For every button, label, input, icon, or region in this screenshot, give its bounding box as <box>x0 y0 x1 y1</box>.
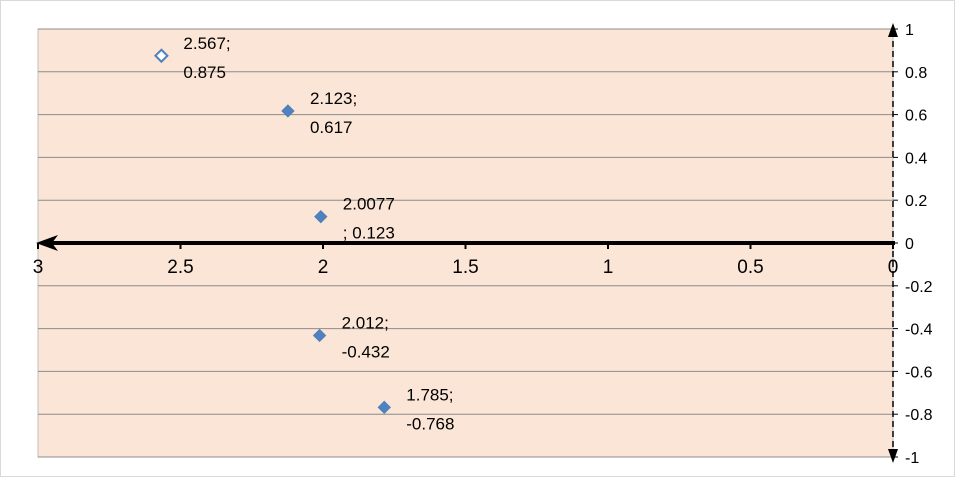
x-tick-label: 0 <box>888 257 899 278</box>
y-tick-label: 0.2 <box>905 193 927 210</box>
y-tick-label: 0.6 <box>905 108 927 125</box>
data-labels: 2.567; 0.875 2.123; 0.617 2.0077 ; 0.123 2.012… <box>183 34 454 434</box>
y-tick-label: 0 <box>905 236 914 253</box>
data-label: 2.012; <box>342 313 389 332</box>
y-tick-label: -0.4 <box>905 322 933 339</box>
data-point-marker <box>312 328 327 343</box>
y-tick-label: -0.8 <box>905 407 933 424</box>
x-tick-label: 2.5 <box>167 257 193 278</box>
x-tick-labels: 3 2.5 2 1.5 1 0.5 0 <box>33 257 899 278</box>
y-axis-arrow-down-icon <box>888 449 898 463</box>
data-point-marker <box>281 104 295 118</box>
x-axis-arrow-left-icon <box>36 235 58 251</box>
y-tick-label: -0.2 <box>905 279 933 296</box>
y-axis-arrow-up-icon <box>888 23 898 37</box>
data-point-marker <box>314 209 328 224</box>
data-label: 2.0077 <box>343 195 395 214</box>
y-tick-labels: 1 0.8 0.6 0.4 0.2 0 -0.2 -0.4 -0.6 -0.8 -1 <box>905 22 933 467</box>
y-tick-label: -0.6 <box>905 364 933 381</box>
x-tick-label: 3 <box>33 257 44 278</box>
x-tick-label: 2 <box>318 257 329 278</box>
data-label: 2.123; <box>310 89 357 108</box>
data-label: -0.768 <box>406 414 454 433</box>
y-tick-label: -1 <box>905 450 919 467</box>
data-point-marker <box>377 400 391 415</box>
y-tick-label: 0.8 <box>905 65 927 82</box>
axes <box>36 23 898 463</box>
gridlines <box>38 28 893 458</box>
data-label: ; 0.123 <box>343 224 395 243</box>
y-tick-label: 1 <box>905 22 914 39</box>
x-tick-label: 1.5 <box>452 257 478 278</box>
data-label: -0.432 <box>342 342 390 361</box>
x-tick-label: 1 <box>603 257 614 278</box>
data-label: 0.617 <box>310 118 353 137</box>
data-label: 1.785; <box>406 385 453 404</box>
y-tick-label: 0.4 <box>905 150 927 167</box>
data-label: 0.875 <box>183 63 226 82</box>
data-points <box>153 48 391 415</box>
data-label: 2.567; <box>183 34 230 53</box>
data-point-marker <box>153 48 169 64</box>
x-tick-label: 0.5 <box>737 257 763 278</box>
